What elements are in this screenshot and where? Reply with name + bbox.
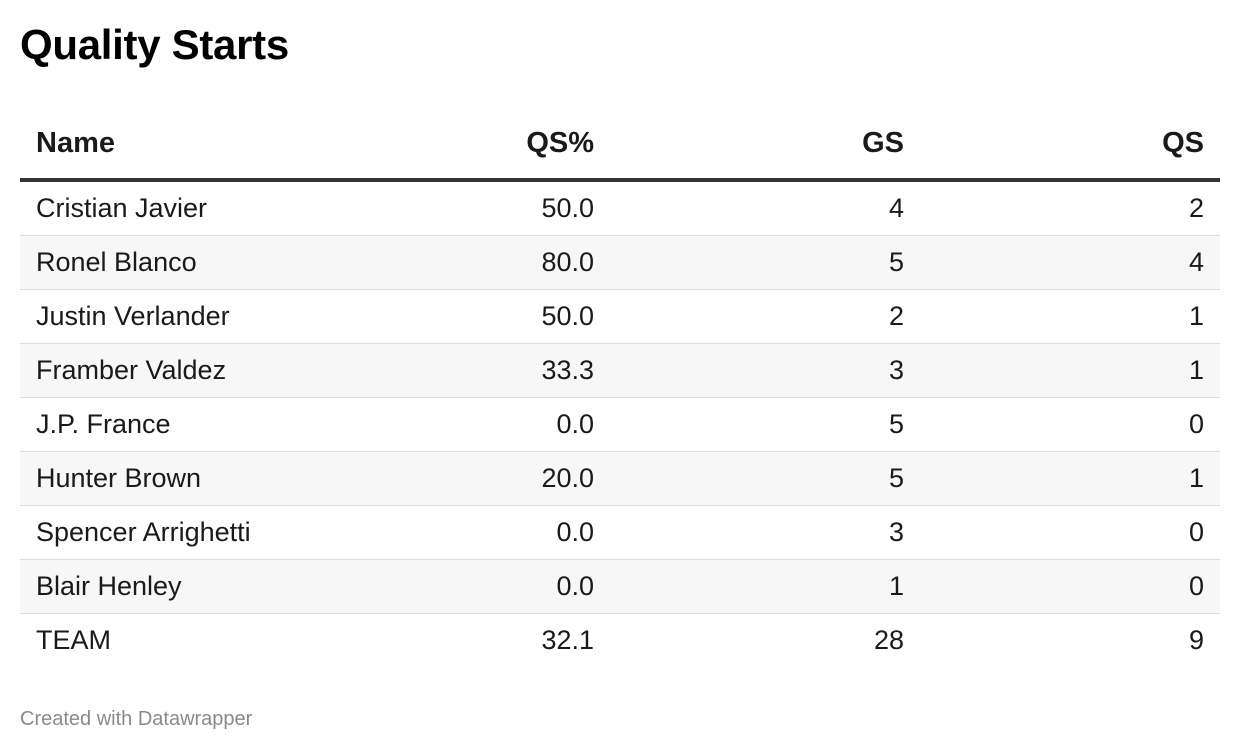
cell-qs: 0 <box>920 559 1220 614</box>
cell-name: Spencer Arrighetti <box>20 505 400 560</box>
cell-gs: 2 <box>610 289 920 344</box>
cell-qs: 1 <box>920 451 1220 506</box>
column-header-qs[interactable]: QS <box>920 108 1220 182</box>
table-row: Blair Henley 0.0 1 0 <box>20 559 1220 614</box>
cell-qs: 9 <box>1188 625 1204 655</box>
column-header-gs[interactable]: GS <box>610 108 920 182</box>
cell-gs: 4 <box>610 180 920 236</box>
cell-qs-percent: 0.0 <box>400 505 610 560</box>
datawrapper-credit[interactable]: Created with Datawrapper <box>20 708 253 730</box>
cell-gs: 5 <box>610 397 920 452</box>
cell-name: TEAM <box>36 625 112 655</box>
cell-qs: 0 <box>920 397 1220 452</box>
cell-qs-percent: 50.0 <box>400 289 610 344</box>
chart-title: Quality Starts <box>20 21 289 68</box>
cell-name: J.P. France <box>20 397 400 452</box>
cell-qs-percent: 0.0 <box>400 559 610 614</box>
cell-qs-percent: 50.0 <box>400 180 610 236</box>
cell-name: Blair Henley <box>20 559 400 614</box>
table-row: Hunter Brown 20.0 5 1 <box>20 451 1220 506</box>
cell-qs: 4 <box>920 235 1220 290</box>
cell-gs: 3 <box>610 505 920 560</box>
cell-qs: 1 <box>920 289 1220 344</box>
table-row: Justin Verlander 50.0 2 1 <box>20 289 1220 344</box>
table-row: Framber Valdez 33.3 3 1 <box>20 343 1220 398</box>
cell-name: Cristian Javier <box>20 180 400 236</box>
table-row-team-total: TEAM 32.1 28 9 <box>20 614 1220 668</box>
cell-name: Ronel Blanco <box>20 235 400 290</box>
cell-gs: 5 <box>610 235 920 290</box>
table-row: Spencer Arrighetti 0.0 3 0 <box>20 505 1220 560</box>
table-row: Cristian Javier 50.0 4 2 <box>20 180 1220 236</box>
cell-gs: 3 <box>610 343 920 398</box>
cell-qs-percent: 20.0 <box>400 451 610 506</box>
cell-gs: 5 <box>610 451 920 506</box>
cell-qs-percent: 0.0 <box>400 397 610 452</box>
quality-starts-table: Name QS% GS QS Cristian Javier 50.0 4 2 … <box>20 108 1220 667</box>
table-header-row: Name QS% GS QS <box>20 108 1220 182</box>
cell-qs-percent: 32.1 <box>541 625 594 655</box>
cell-qs: 1 <box>920 343 1220 398</box>
column-header-qs-percent[interactable]: QS% <box>400 108 610 182</box>
table-row: Ronel Blanco 80.0 5 4 <box>20 235 1220 290</box>
cell-qs: 2 <box>920 180 1220 236</box>
column-header-name[interactable]: Name <box>20 108 400 182</box>
data-table-container: Name QS% GS QS Cristian Javier 50.0 4 2 … <box>20 108 1220 667</box>
cell-gs: 1 <box>610 559 920 614</box>
cell-qs-percent: 80.0 <box>400 235 610 290</box>
cell-name: Hunter Brown <box>20 451 400 506</box>
cell-gs: 28 <box>873 625 904 655</box>
table-row: J.P. France 0.0 5 0 <box>20 397 1220 452</box>
cell-name: Framber Valdez <box>20 343 400 398</box>
cell-qs: 0 <box>920 505 1220 560</box>
cell-name: Justin Verlander <box>20 289 400 344</box>
cell-qs-percent: 33.3 <box>400 343 610 398</box>
